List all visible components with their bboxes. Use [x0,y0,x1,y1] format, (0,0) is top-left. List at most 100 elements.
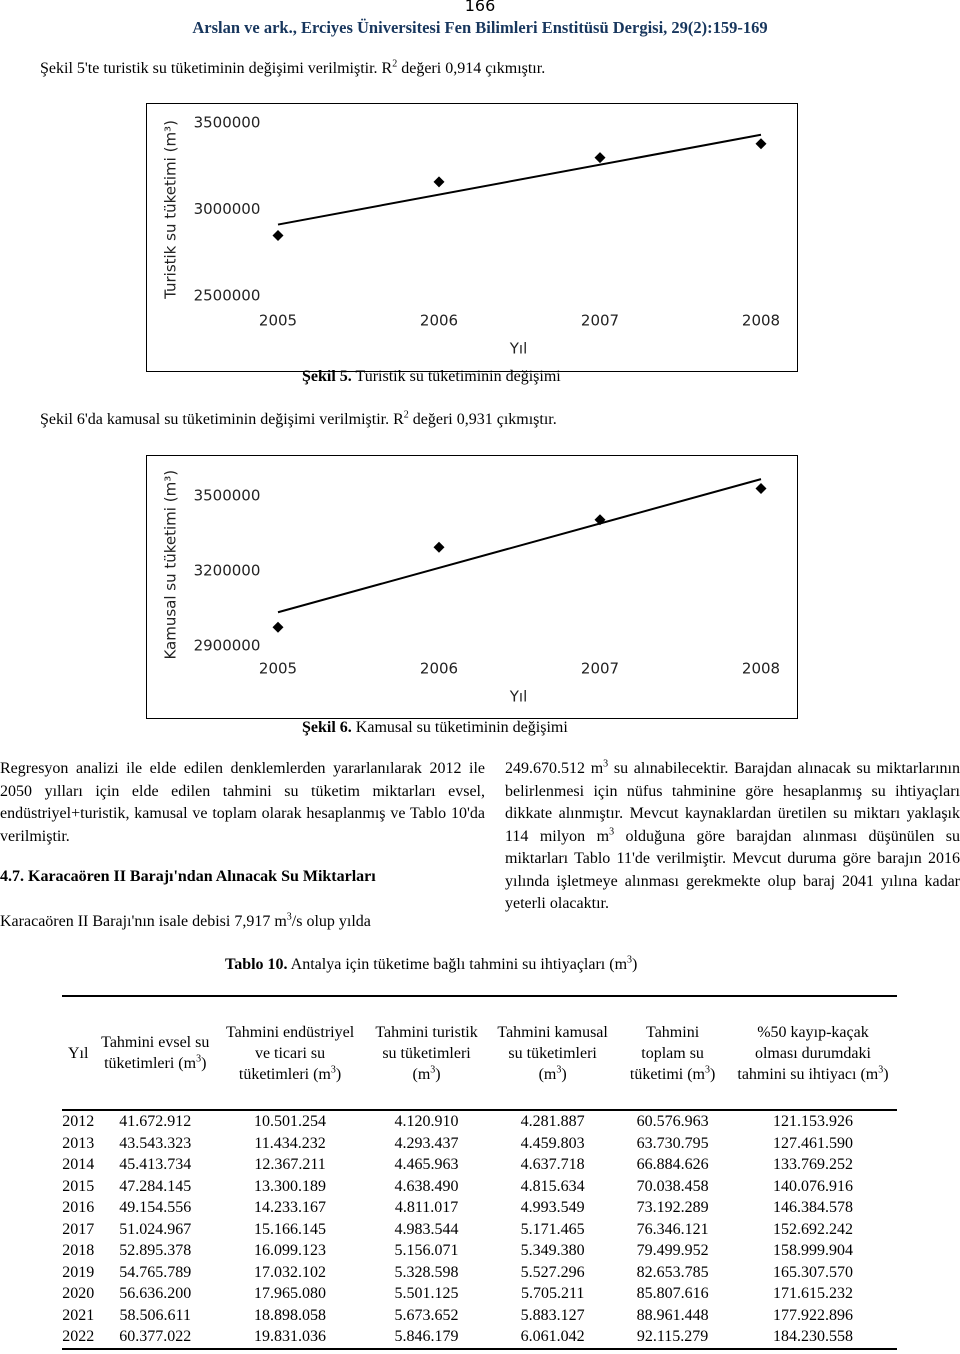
superscript: 3 [330,1064,336,1076]
text: Şekil 6. [302,719,352,736]
table-cell: 2019 [62,1263,95,1281]
x-tick-label: 2007 [581,660,619,678]
chart: Turistik su tüketimi (m³) Yıl 2500000 30000… [162,114,781,358]
data-point [433,176,445,188]
table-row: 2017 51.024.967 15.166.145 4.983.544 5.171.4… [62,1219,897,1241]
figure-caption: Şekil 6. Kamusal su tüketiminin değişimi [302,719,568,737]
figure-caption: Şekil 5. Turistik su tüketiminin değişim… [302,368,561,386]
data-point [433,541,445,553]
column-header: Tahmini turistik su tüketimleri (m3) [364,995,490,1111]
text: ) [561,1065,567,1083]
superscript: 3 [609,826,615,838]
table-cell: 177.922.896 [772,1306,853,1324]
table-cell: 4.637.718 [520,1156,585,1173]
text: Şekil 5'te turistik su tüketiminin değiş… [40,60,393,77]
table-cell: 82.653.785 [636,1263,709,1281]
x-tick-label: 2008 [742,660,780,678]
text: Tahmini toplam su tüketimi (m [629,1023,705,1083]
table-cell: 4.993.549 [520,1199,585,1216]
table-caption: Tablo 10. Antalya için tüketime bağlı ta… [225,955,638,974]
table-cell: 51.024.967 [119,1220,192,1238]
table-cell: 2015 [62,1177,95,1195]
table-cell: 88.961.448 [636,1306,709,1324]
table-cell: 2020 [62,1285,95,1302]
table-cell: 10.501.254 [254,1113,327,1130]
text: ) [709,1065,716,1083]
table-cell: 6.061.042 [489,1326,617,1350]
table-cell: 5.705.211 [520,1285,585,1302]
x-tick-label: 2007 [581,312,619,330]
text: Tablo 10. [225,956,288,973]
text: Turistik su tüketiminin değişimi [351,368,561,385]
table-cell: 5.673.652 [394,1306,459,1324]
text: Kamusal su tüketiminin değişimi [351,719,568,736]
chart-box: Turistik su tüketimi (m³) Yıl 2500000 30000… [146,103,798,372]
table-cell: 4.281.887 [520,1113,585,1130]
table-cell: 5.883.127 [520,1306,585,1324]
text: ) [435,1065,441,1083]
table-cell: 14.233.167 [254,1199,327,1216]
table-cell: 56.636.200 [119,1285,192,1302]
table-cell: 165.307.570 [772,1263,853,1281]
y-tick-label: 3200000 [194,562,261,580]
intro-text: Şekil 5'te turistik su tüketiminin değiş… [40,59,546,78]
text: değeri 0,914 çıkmıştır. [397,60,546,77]
table-cell: 76.346.121 [636,1220,709,1238]
table-cell: 140.076.916 [772,1177,853,1195]
table-cell: 58.506.611 [119,1306,191,1324]
x-axis-title: Yıl [509,688,528,706]
table-cell: 133.769.252 [772,1156,853,1173]
table-cell: 43.543.323 [119,1134,192,1152]
table-cell: 47.284.145 [119,1177,192,1195]
table-cell: 19.831.036 [216,1326,365,1350]
text: Antalya için tüketime bağlı tahmini su i… [287,956,628,973]
table-cell: 4.811.017 [394,1199,459,1216]
column-header: Tahmini evsel su tüketimleri (m3) [94,995,217,1111]
data-point [272,621,284,633]
table-row: 2019 54.765.789 17.032.102 5.328.598 5.527.2… [62,1262,897,1284]
table-cell: 184.230.558 [728,1326,897,1350]
superscript: 3 [704,1064,710,1076]
trendline [277,478,762,614]
superscript: 3 [286,911,292,923]
table-cell: 49.154.556 [119,1199,192,1216]
table-cell: 4.638.490 [394,1177,459,1195]
data-point [755,138,767,150]
table-cell: 60.377.022 [94,1326,217,1350]
superscript: 3 [556,1064,562,1076]
y-tick-label: 3500000 [194,114,261,132]
table-row: 2015 47.284.145 13.300.189 4.638.490 4.815.6… [62,1176,897,1198]
text: ) [201,1055,207,1072]
table-cell: 5.846.179 [364,1326,490,1350]
table-cell: 158.999.904 [772,1242,853,1259]
text: /s olup yılda [291,913,371,930]
paragraph: Karacaören II Barajı'nın isale debisi 7,… [0,911,485,934]
table-cell: 79.499.952 [636,1242,709,1259]
table-cell: 5.171.465 [520,1220,585,1238]
table-cell: 5.328.598 [394,1263,459,1281]
table-row: 2013 43.543.323 11.434.232 4.293.437 4.459.8… [62,1133,897,1155]
x-tick-label: 2008 [742,312,780,330]
text: ) [632,956,638,973]
chart-box: Kamusal su tüketimi (m³) Yıl 2900000 320000… [146,455,798,719]
table-cell: 4.120.910 [394,1113,459,1130]
table-cell: 66.884.626 [636,1156,709,1173]
x-tick-label: 2006 [420,312,458,330]
superscript: 3 [196,1053,202,1065]
table-cell: 4.983.544 [394,1220,459,1238]
text: Tahmini evsel su tüketimleri (m [101,1034,210,1072]
table-cell: 127.461.590 [772,1134,853,1152]
table-cell: 13.300.189 [254,1177,327,1195]
column-header: Tahmini endüstriyel ve ticari su tüketim… [216,995,365,1111]
text: olduğuna göre barajdan alınması düşünüle… [505,827,960,913]
table-row: 2022 60.377.022 19.831.036 5.846.179 6.061.0… [62,1326,897,1350]
paragraph: Regresyon analizi ile elde edilen denkle… [0,758,485,848]
table-cell: 70.038.458 [636,1177,709,1195]
column-header: Tahmini kamusal su tüketimleri (m3) [489,995,617,1111]
text: Tahmini turistik su tüketimleri (m [375,1023,478,1083]
table-cell: 16.099.123 [254,1242,327,1259]
y-tick-label: 3500000 [194,487,261,505]
text: Şekil 6'da kamusal su tüketiminin değişi… [40,411,404,428]
table-cell: 60.576.963 [636,1113,709,1130]
